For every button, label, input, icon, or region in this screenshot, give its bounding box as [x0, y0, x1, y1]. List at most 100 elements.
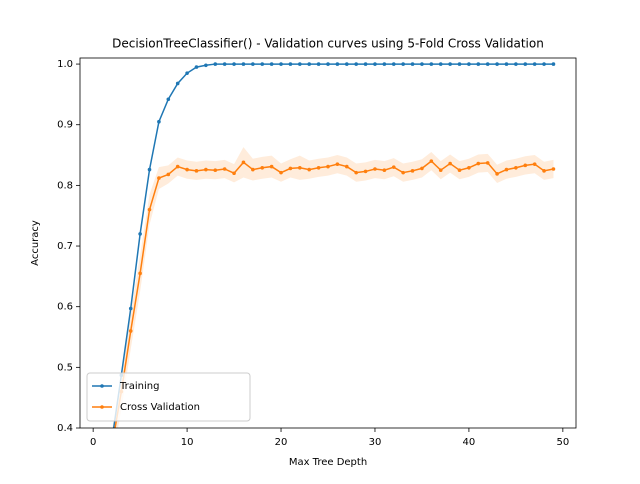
- point: [316, 62, 321, 66]
- y-tick-label: 0.9: [57, 120, 73, 131]
- point: [476, 161, 481, 166]
- point: [391, 165, 396, 169]
- point: [391, 62, 396, 66]
- x-tick-label: 0: [90, 437, 96, 448]
- point: [288, 166, 293, 171]
- point: [438, 168, 443, 173]
- point: [251, 167, 255, 172]
- point: [298, 165, 302, 170]
- legend-box: [86, 372, 251, 422]
- point: [326, 62, 330, 66]
- x-tick-label: 10: [181, 437, 194, 448]
- point: [401, 170, 405, 175]
- point: [373, 62, 377, 66]
- point: [542, 62, 546, 66]
- x-tick-label: 50: [556, 437, 569, 448]
- point: [335, 162, 340, 166]
- point: [157, 176, 161, 180]
- point: [495, 62, 499, 66]
- series-line: [114, 160, 554, 428]
- point: [204, 167, 208, 172]
- point: [448, 62, 452, 66]
- point: [514, 62, 518, 66]
- point: [147, 207, 152, 212]
- point: [138, 232, 142, 236]
- point: [401, 62, 405, 66]
- point: [420, 166, 424, 171]
- point: [542, 169, 546, 173]
- point: [457, 168, 462, 173]
- legend-marker: [100, 384, 104, 388]
- std-band: [112, 147, 554, 428]
- point: [382, 62, 387, 66]
- x-tick-label: 30: [369, 437, 382, 448]
- point: [110, 444, 114, 448]
- point: [204, 63, 208, 68]
- point: [260, 165, 265, 170]
- plot-area: [110, 62, 556, 448]
- point: [551, 167, 556, 171]
- point: [241, 160, 246, 165]
- point: [269, 62, 274, 66]
- point: [213, 168, 218, 173]
- point: [420, 62, 424, 66]
- y-tick-label: 0.5: [57, 362, 73, 373]
- legend-label: Training: [119, 381, 159, 392]
- point: [213, 62, 218, 66]
- y-tick-label: 0.4: [57, 423, 73, 434]
- point: [429, 62, 434, 66]
- point: [382, 168, 387, 173]
- point: [363, 169, 368, 174]
- y-axis-label: Accuracy: [30, 220, 41, 266]
- point: [467, 165, 471, 170]
- point: [532, 62, 537, 66]
- point: [222, 62, 227, 66]
- point: [373, 167, 377, 171]
- point: [157, 119, 161, 124]
- point: [523, 163, 528, 168]
- point: [307, 62, 312, 66]
- point: [166, 172, 171, 177]
- point: [166, 97, 171, 102]
- point: [485, 161, 490, 165]
- point: [147, 167, 152, 172]
- axes-frame: [79, 57, 577, 429]
- y-tick-label: 0.6: [57, 302, 73, 313]
- point: [128, 329, 133, 333]
- point: [260, 62, 265, 66]
- point: [194, 65, 199, 69]
- point: [175, 81, 180, 86]
- point: [495, 172, 499, 176]
- point: [222, 167, 227, 171]
- point: [194, 169, 199, 173]
- point: [185, 167, 189, 172]
- point: [251, 62, 255, 66]
- point: [504, 62, 509, 66]
- x-tick-label: 20: [275, 437, 288, 448]
- point: [241, 62, 246, 66]
- point: [551, 62, 556, 66]
- point: [326, 164, 330, 169]
- y-tick-label: 0.7: [57, 241, 73, 252]
- y-tick-label: 0.8: [57, 180, 73, 191]
- point: [354, 62, 358, 66]
- point: [279, 62, 283, 66]
- y-tick-label: 1.0: [57, 59, 73, 70]
- point: [185, 71, 189, 75]
- point: [232, 171, 236, 176]
- point: [485, 62, 490, 66]
- legend-label: Cross Validation: [120, 402, 200, 413]
- legend-marker: [100, 405, 104, 409]
- point: [457, 62, 462, 66]
- point: [523, 62, 528, 66]
- point: [128, 306, 133, 311]
- point: [476, 62, 481, 66]
- point: [467, 62, 471, 66]
- point: [354, 170, 358, 175]
- x-tick-label: 40: [463, 437, 476, 448]
- point: [288, 62, 293, 66]
- point: [335, 62, 340, 66]
- point: [514, 165, 518, 170]
- point: [410, 169, 415, 173]
